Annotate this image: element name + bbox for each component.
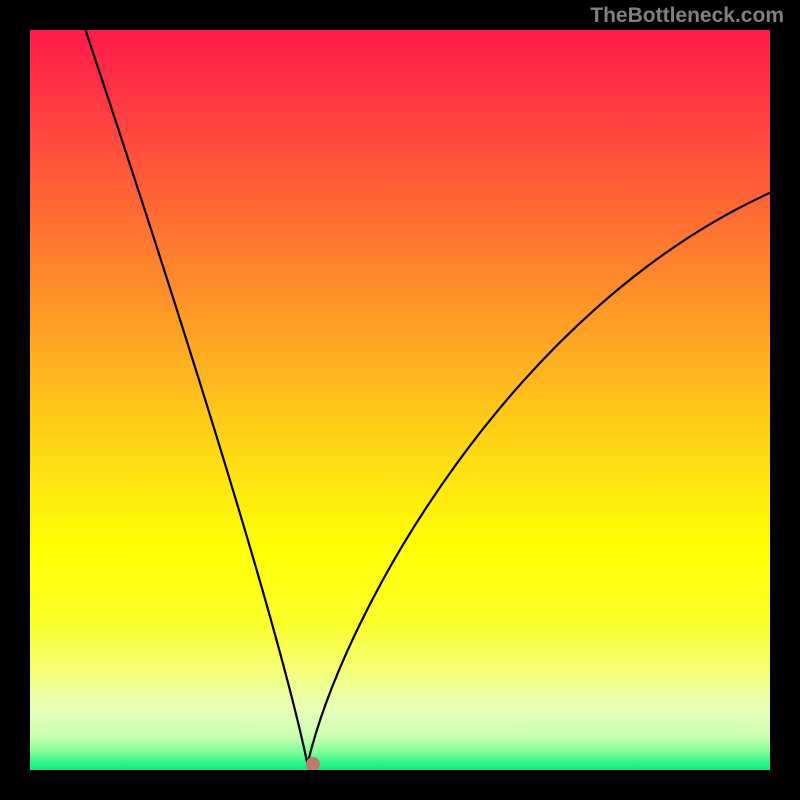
chart-container: TheBottleneck.com <box>0 0 800 800</box>
border-bottom <box>0 770 800 800</box>
gradient-background <box>30 30 770 770</box>
border-right <box>770 0 800 800</box>
watermark-text: TheBottleneck.com <box>590 4 784 28</box>
border-left <box>0 0 30 800</box>
plot-area <box>30 30 770 770</box>
